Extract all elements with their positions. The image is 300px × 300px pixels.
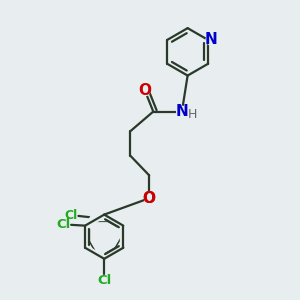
Circle shape [177,106,187,117]
Text: O: O [143,191,156,206]
Text: Cl: Cl [97,274,111,287]
Circle shape [145,194,154,203]
Circle shape [140,86,150,96]
Text: N: N [204,32,217,47]
Text: O: O [138,83,151,98]
Text: O: O [143,191,156,206]
Text: H: H [188,107,197,121]
Circle shape [206,35,215,45]
Circle shape [145,194,154,203]
Text: Cl: Cl [64,209,77,222]
Text: N: N [176,103,188,118]
Text: Cl: Cl [56,218,70,231]
